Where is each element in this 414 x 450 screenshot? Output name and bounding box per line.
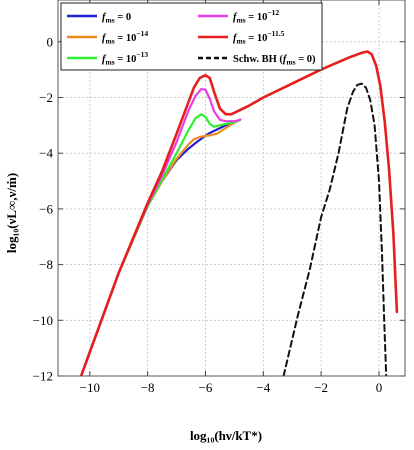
y-tick-label: −2	[39, 90, 53, 105]
x-tick-label: −8	[141, 380, 155, 395]
series-line-5	[282, 82, 388, 376]
y-tick-label: −6	[39, 201, 53, 216]
y-tick-label: −10	[33, 313, 53, 328]
x-axis-label: log₁₀(hν/kT*)	[190, 428, 262, 443]
legend-label: fms = 10−11.5	[233, 29, 285, 46]
legend-label: fms = 10−12	[233, 8, 279, 25]
y-tick-label: −12	[33, 369, 53, 384]
legend-label: Schw. BH (fms = 0)	[233, 54, 316, 67]
y-tick-label: −4	[39, 146, 53, 161]
x-tick-label: 0	[376, 380, 383, 395]
series-line-4	[79, 50, 399, 376]
y-axis-label: log₁₀(νL∞,ν/ṁ)	[4, 173, 19, 253]
x-tick-label: −6	[199, 380, 213, 395]
curves	[79, 50, 399, 376]
legend: fms = 0 fms = 10−12 fms = 10−14 fms = 10−11…	[60, 2, 323, 71]
x-tick-label: −4	[256, 380, 270, 395]
y-tick-label: −8	[39, 257, 53, 272]
legend-box	[60, 2, 323, 71]
legend-label: fms = 10−13	[102, 50, 148, 67]
plot-frame	[57, 0, 406, 377]
legend-label: fms = 0	[102, 12, 131, 25]
y-tick-label: 0	[47, 34, 54, 49]
x-tick-label: −2	[314, 380, 328, 395]
legend-label: fms = 10−14	[102, 29, 148, 46]
x-tick-label: −10	[80, 380, 100, 395]
